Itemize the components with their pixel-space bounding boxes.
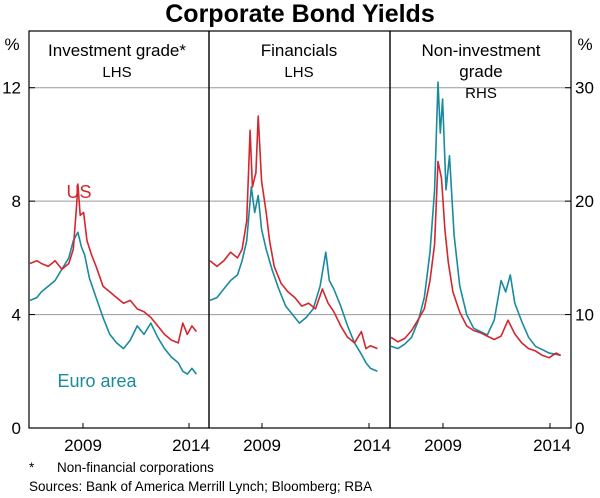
left-unit-label: %	[4, 35, 19, 54]
panel-title-line: LHS	[284, 64, 313, 81]
x-tick-label: 2009	[424, 436, 462, 455]
text-layer: 0 4 8 12% 0 10 20 30% 2009 2014 2009 2014 2009 2014 In…	[2, 35, 594, 455]
footnote-line: * Non-financial corporations	[29, 458, 372, 477]
series-layer	[29, 81, 562, 375]
series-line-us	[29, 183, 198, 344]
left-tick-label: 4	[12, 306, 21, 325]
left-tick-label: 0	[12, 419, 21, 438]
series-line-euro	[209, 186, 378, 373]
right-tick-label: 20	[575, 192, 594, 211]
right-tick-label: 10	[575, 306, 594, 325]
panel-title-line: Investment grade*	[48, 41, 186, 60]
left-tick-label: 8	[12, 192, 21, 211]
label-us: US	[66, 182, 91, 202]
footnotes: * Non-financial corporations Sources: Ban…	[29, 458, 372, 496]
frame-layer	[28, 30, 572, 429]
right-tick-label: 0	[575, 419, 584, 438]
x-tick-label: 2009	[64, 436, 102, 455]
footnote-text: Non-financial corporations	[57, 460, 214, 475]
panel-title-line: grade	[459, 62, 502, 81]
right-unit-label: %	[577, 35, 592, 54]
chart-title: Corporate Bond Yields	[165, 0, 435, 28]
panel-title-line: RHS	[465, 85, 497, 102]
grid-layer	[29, 87, 571, 316]
panel-title-line: LHS	[102, 64, 131, 81]
panel-title-line: Non-investment	[421, 41, 540, 60]
series-line-euro	[390, 81, 561, 357]
series-line-us	[209, 115, 378, 350]
footnote-marker: *	[29, 460, 35, 475]
x-tick-label: 2014	[353, 436, 391, 455]
sources-line: Sources: Bank of America Merrill Lynch; …	[29, 479, 373, 494]
label-euro-area: Euro area	[57, 371, 137, 391]
left-tick-label: 12	[2, 79, 21, 98]
panel-title-line: Financials	[261, 41, 338, 60]
x-tick-label: 2009	[243, 436, 281, 455]
series-line-us	[390, 160, 562, 359]
right-tick-label: 30	[575, 79, 594, 98]
x-tick-label: 2014	[533, 436, 571, 455]
series-line-euro	[29, 231, 198, 375]
plot-frame	[28, 30, 572, 429]
x-tick-label: 2014	[172, 436, 210, 455]
